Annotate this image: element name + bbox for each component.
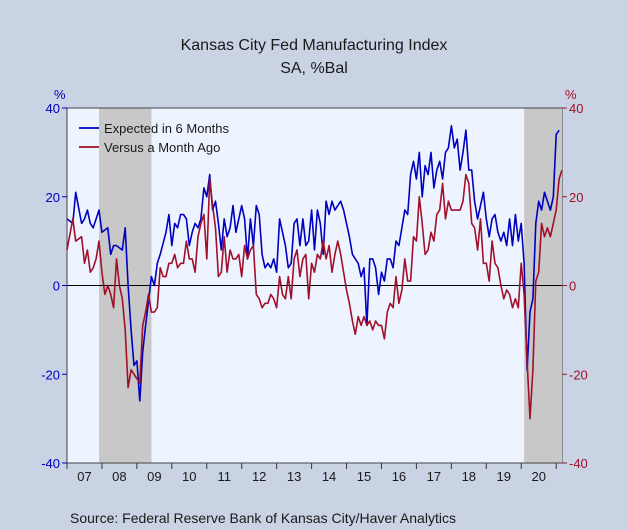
series-line-1 <box>66 125 560 402</box>
axes-group: 40 40 20 20 0 0 -20 -20 -40 -40 07 08 09 10 11 12 13 14 15… <box>41 101 588 484</box>
x-tick-label: 14 <box>322 469 336 484</box>
x-tick-label: 20 <box>531 469 545 484</box>
legend-label-2: Versus a Month Ago <box>104 140 220 155</box>
x-tick-label: 19 <box>497 469 511 484</box>
x-tick-label: 15 <box>357 469 371 484</box>
x-tick-label: 10 <box>182 469 196 484</box>
x-tick-label: 09 <box>147 469 161 484</box>
x-tick-label: 16 <box>392 469 406 484</box>
y-right-tick-label: -20 <box>569 367 588 382</box>
x-tick-label: 11 <box>217 469 231 484</box>
legend-label-1: Expected in 6 Months <box>104 121 230 136</box>
x-tick-label: 08 <box>112 469 126 484</box>
x-tick-label: 12 <box>252 469 266 484</box>
y-left-tick-label: 0 <box>53 279 60 294</box>
y-right-tick-label: -40 <box>569 456 588 471</box>
x-tick-label: 17 <box>427 469 441 484</box>
x-tick-label: 07 <box>77 469 91 484</box>
series-line-2 <box>66 169 563 420</box>
y-right-tick-label: 40 <box>569 101 583 116</box>
y-left-tick-label: 20 <box>46 190 60 205</box>
legend: Expected in 6 Months Versus a Month Ago <box>79 121 230 155</box>
series-group <box>66 125 563 420</box>
chart-title: Kansas City Fed Manufacturing Index <box>181 37 448 54</box>
y-left-tick-label: -40 <box>41 456 60 471</box>
y-left-unit: % <box>54 87 66 102</box>
chart-subtitle: SA, %Bal <box>280 60 348 77</box>
y-right-unit: % <box>565 87 577 102</box>
source-note: Source: Federal Reserve Bank of Kansas C… <box>70 510 456 526</box>
x-tick-label: 18 <box>462 469 476 484</box>
y-left-tick-label: -20 <box>41 367 60 382</box>
y-right-tick-label: 20 <box>569 190 583 205</box>
y-left-tick-label: 40 <box>46 101 60 116</box>
x-tick-label: 13 <box>287 469 301 484</box>
y-right-tick-label: 0 <box>569 279 576 294</box>
